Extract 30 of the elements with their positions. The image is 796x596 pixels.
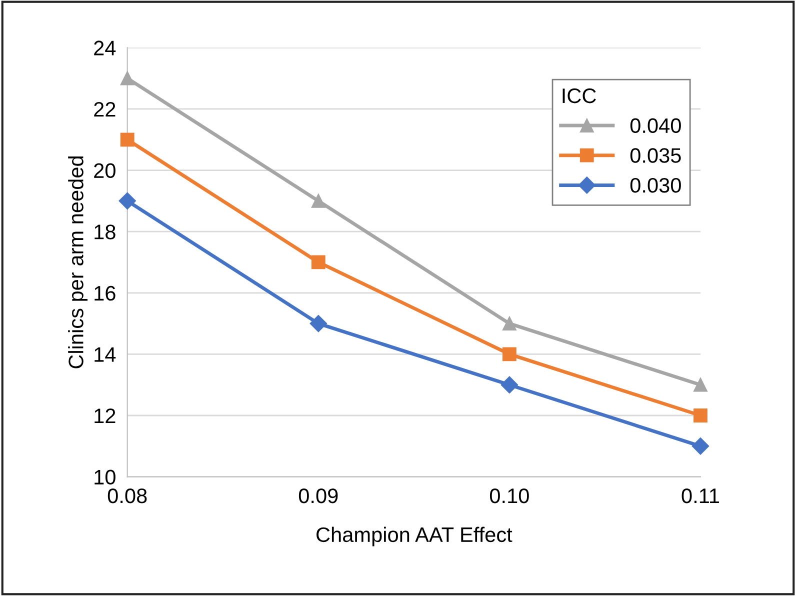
- point: [502, 316, 516, 330]
- point: [694, 408, 708, 422]
- point: [500, 376, 518, 394]
- point: [692, 438, 710, 455]
- x-tick-label: 0.09: [298, 488, 338, 504]
- point: [311, 255, 326, 270]
- y-tick-label: 20: [94, 163, 116, 178]
- y-tick-label: 24: [94, 40, 116, 56]
- point: [118, 192, 136, 210]
- point: [311, 194, 326, 208]
- y-tick-label: 18: [94, 224, 116, 240]
- point: [120, 132, 134, 147]
- x-axis-title: Champion AAT Effect: [316, 526, 512, 546]
- x-tick-label: 0.11: [682, 488, 719, 504]
- legend-label: 0.035: [630, 148, 681, 163]
- x-tick-label: 0.10: [490, 488, 529, 504]
- y-tick-label: 16: [94, 286, 116, 301]
- x-tick-label: 0.08: [108, 488, 147, 504]
- point: [502, 347, 516, 362]
- y-tick-label: 10: [94, 470, 116, 485]
- point: [694, 378, 708, 392]
- legend-title: ICC: [562, 88, 596, 104]
- y-tick-label: 22: [94, 102, 116, 117]
- point: [120, 71, 134, 86]
- point: [310, 314, 327, 332]
- legend-label: 0.040: [630, 118, 681, 134]
- y-tick-label: 12: [94, 408, 116, 424]
- y-tick-label: 14: [94, 347, 116, 362]
- y-axis-title: Clinics per arm needed: [68, 156, 88, 368]
- legend-label: 0.030: [630, 178, 681, 193]
